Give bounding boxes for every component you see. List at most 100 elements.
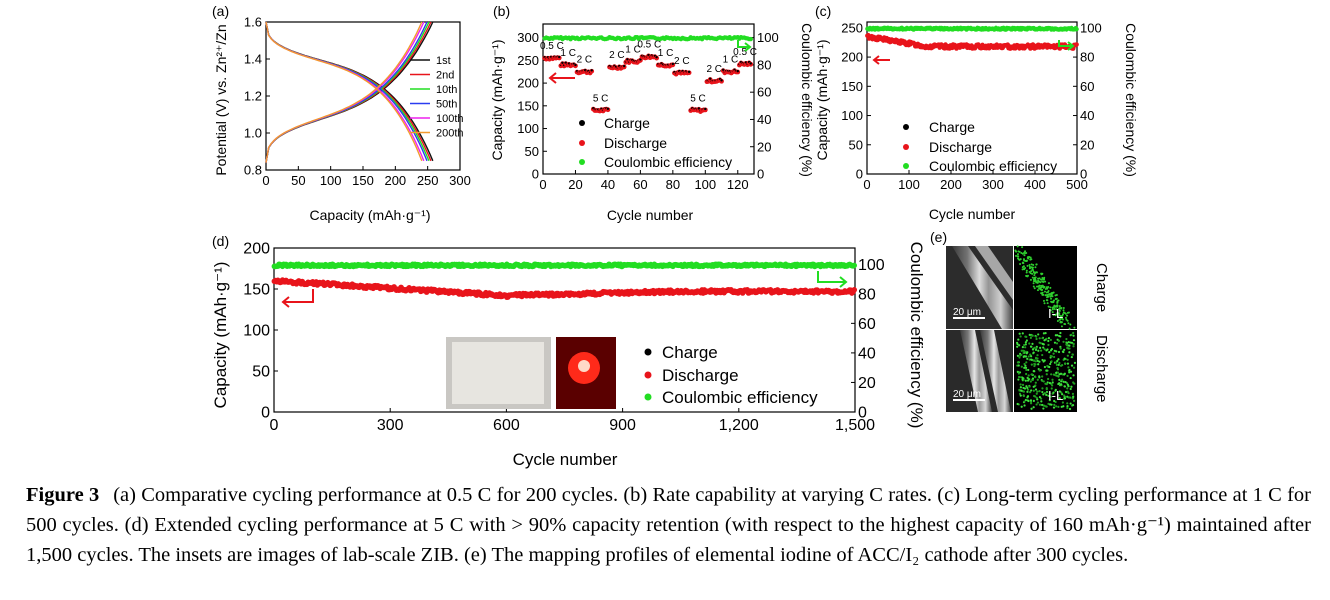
iodine-dot <box>1025 352 1028 355</box>
iodine-dot <box>1055 308 1058 311</box>
iodine-dot <box>1032 282 1035 285</box>
iodine-dot <box>1052 373 1055 376</box>
iodine-dot <box>1051 301 1054 304</box>
legend-label-10th: 10th <box>436 84 457 96</box>
x-tick-label: 100 <box>898 177 920 192</box>
y-tick-label: 200 <box>841 50 863 65</box>
iodine-dot <box>1036 289 1039 292</box>
charge-point <box>671 62 675 66</box>
y-tick-label: 0 <box>856 167 863 182</box>
iodine-dot <box>1027 255 1030 258</box>
ce-axis-arrow <box>1058 40 1075 51</box>
iodine-dot <box>1041 293 1044 296</box>
iodine-dot <box>1039 397 1043 400</box>
iodine-dot <box>1031 266 1034 269</box>
iodine-dot <box>1054 294 1057 297</box>
iodine-dot <box>1067 366 1070 369</box>
iodine-dot <box>1065 343 1068 346</box>
iodine-dot <box>1032 399 1035 402</box>
legend-label-charge: Charge <box>662 343 718 362</box>
iodine-dot <box>1025 335 1028 338</box>
x-tick-label: 200 <box>940 177 962 192</box>
iodine-dot <box>1024 379 1027 382</box>
iodine-dot <box>1048 351 1051 354</box>
iodine-dot <box>1029 353 1032 356</box>
panel-e: (e) 20 μm 20 μm I-L I-L Charge Discharge <box>930 229 1110 412</box>
iodine-dot <box>1050 297 1053 300</box>
iodine-dot <box>1051 378 1054 381</box>
iodine-dot <box>1014 254 1017 257</box>
rate-label: 0.5 C <box>733 47 757 58</box>
iodine-dot <box>1028 342 1031 345</box>
iodine-dot <box>1044 332 1047 335</box>
iodine-dot <box>1024 364 1027 367</box>
iodine-dot <box>1029 380 1032 383</box>
iodine-dot <box>1032 278 1035 281</box>
iodine-dot <box>1052 300 1055 303</box>
rate-label: 5 C <box>593 93 609 104</box>
x-tick-label: 300 <box>377 417 404 434</box>
y-tick-label: 0 <box>532 167 539 182</box>
iodine-dot <box>1050 360 1053 363</box>
iodine-dot <box>1035 263 1038 266</box>
y2-tick-label: 100 <box>1080 20 1102 35</box>
iodine-dot <box>1022 265 1025 268</box>
charge-curve-100th <box>265 21 425 163</box>
iodine-dot <box>1053 403 1056 406</box>
iodine-dot <box>1022 258 1025 261</box>
iodine-dot <box>1064 323 1067 326</box>
iodine-dot <box>1029 278 1032 281</box>
iodine-dot <box>1057 315 1060 318</box>
iodine-dot <box>1032 270 1035 273</box>
panel-b-label: (b) <box>493 3 510 19</box>
iodine-dot <box>1042 281 1045 284</box>
iodine-dot <box>1041 379 1044 382</box>
iodine-dot <box>1054 389 1057 392</box>
x-tick-label: 0 <box>863 177 870 192</box>
iodine-dot <box>1041 337 1044 340</box>
iodine-dot <box>1026 386 1029 390</box>
iodine-dot <box>1060 321 1063 324</box>
charge-curve-2nd <box>265 21 432 163</box>
y2-axis-label: Coulombic efficiency (%) <box>799 23 815 177</box>
iodine-dot <box>1060 378 1064 381</box>
iodine-dot <box>1020 353 1023 357</box>
iodine-dot <box>1035 271 1038 274</box>
plot-frame <box>866 21 1078 175</box>
iodine-dot <box>1023 355 1026 358</box>
iodine-dot <box>1046 302 1049 305</box>
charge-point <box>736 69 739 73</box>
discharge-curve-200th <box>265 21 423 162</box>
y2-tick-label: 100 <box>757 30 779 45</box>
x-tick-label: 300 <box>449 173 471 188</box>
iodine-dot <box>1017 378 1020 381</box>
iodine-dot <box>1068 371 1071 374</box>
iodine-dot <box>1038 341 1041 344</box>
y-tick-label: 1.4 <box>244 52 262 67</box>
iodine-dot <box>1033 370 1036 373</box>
charge-point <box>720 79 723 82</box>
legend-label-50th: 50th <box>436 99 457 111</box>
iodine-dot <box>1050 387 1053 390</box>
iodine-dot <box>1064 316 1067 319</box>
caption-label: Figure 3 <box>26 484 100 506</box>
iodine-dot <box>1033 346 1036 349</box>
iodine-dot <box>1045 291 1048 294</box>
iodine-dot <box>1043 348 1046 351</box>
y-tick-label: 50 <box>525 144 539 159</box>
iodine-dot <box>1061 318 1064 321</box>
legend-marker-ce <box>644 393 652 401</box>
iodine-dot <box>1052 406 1056 409</box>
iodine-dot <box>1038 375 1041 378</box>
iodine-dot <box>1056 312 1059 315</box>
iodine-dot <box>1029 267 1032 270</box>
charge-point <box>749 62 752 65</box>
caption-text: (a) Comparative cycling performance at 0… <box>26 484 1311 566</box>
iodine-dot <box>1044 287 1047 290</box>
iodine-dot <box>1027 374 1030 377</box>
y2-tick-label: 0 <box>757 167 764 182</box>
iodine-dot <box>1034 384 1037 387</box>
iodine-dot <box>1028 333 1031 336</box>
iodine-dot <box>1059 347 1062 350</box>
iodine-dot <box>1042 278 1045 281</box>
